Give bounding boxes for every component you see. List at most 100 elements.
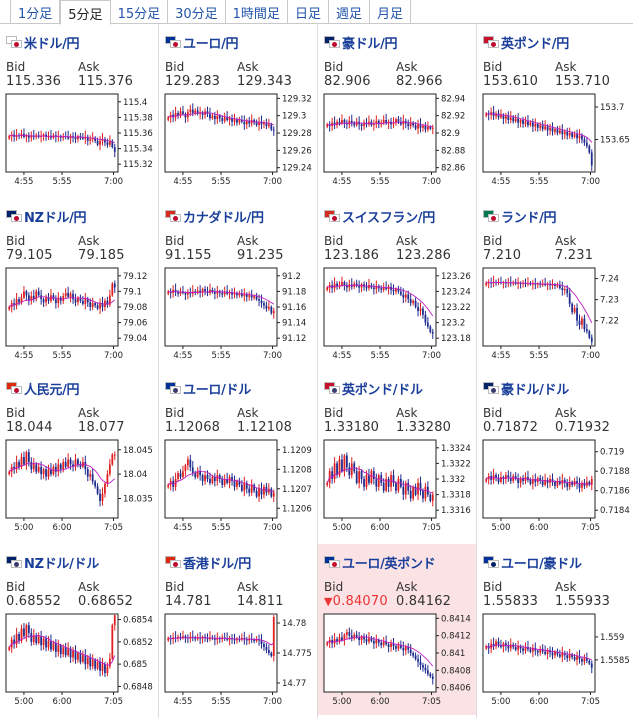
tab-4[interactable]: 30分足 <box>168 0 226 24</box>
moving-average-line <box>486 113 593 143</box>
currency-pair-link[interactable]: 豪ドル/円 <box>324 33 398 52</box>
pair-name[interactable]: 豪ドル/円 <box>342 36 398 52</box>
candle-body <box>576 308 578 321</box>
x-tick-label: 5:55 <box>211 177 230 187</box>
bid-value: 14.781 <box>165 594 212 609</box>
candle-body <box>204 475 206 481</box>
rate-panel[interactable]: 英ポンド/円 Bid Ask 153.610 153.710 153.7 153.65 4:5… <box>477 24 633 195</box>
pair-name[interactable]: 香港ドル/円 <box>183 556 251 572</box>
candle-body <box>588 481 591 485</box>
pair-name[interactable]: ユーロ/円 <box>183 36 239 52</box>
currency-pair-link[interactable]: ユーロ/豪ドル <box>483 553 582 572</box>
pair-name[interactable]: 英ポンド/ドル <box>342 382 423 398</box>
rate-panel[interactable]: 豪ドル/円 Bid Ask 82.906 82.966 82.94 82.92 82.9 82.… <box>318 24 476 195</box>
rate-panel[interactable]: カナダドル/円 Bid Ask 91.155 91.235 91.2 91.18 91.16 9… <box>159 198 317 369</box>
pair-name[interactable]: ユーロ/豪ドル <box>501 556 582 572</box>
currency-pair-link[interactable]: 香港ドル/円 <box>165 553 251 572</box>
pair-name[interactable]: 豪ドル/ドル <box>501 382 569 398</box>
x-tick-label: 7:00 <box>263 351 282 361</box>
candle-body <box>512 117 515 122</box>
candle-body <box>79 464 82 467</box>
pair-name[interactable]: 人民元/円 <box>24 382 80 398</box>
candle-body <box>91 303 94 307</box>
rate-panel[interactable]: 米ドル/円 Bid Ask 115.336 115.376 115.4 115.38 115.… <box>0 24 158 195</box>
currency-pair-link[interactable]: ユーロ/円 <box>165 33 239 52</box>
candle-body <box>566 289 569 294</box>
candle-body <box>345 455 348 468</box>
currency-pair-link[interactable]: カナダドル/円 <box>165 207 264 226</box>
candle-body <box>556 651 559 655</box>
candle-body <box>514 476 517 479</box>
pair-name[interactable]: ランド/円 <box>501 210 557 226</box>
currency-pair-link[interactable]: 英ポンド/円 <box>483 33 569 52</box>
candle-body <box>549 127 551 131</box>
rate-panel[interactable]: 人民元/円 Bid Ask 18.044 18.077 18.045 18.04 18.035… <box>0 370 158 541</box>
rate-panel[interactable]: NZドル/円 Bid Ask 79.105 79.185 79.12 79.1 79.08 79… <box>0 198 158 369</box>
rate-panel[interactable]: 豪ドル/ドル Bid Ask 0.71872 0.71932 0.719 0.7188 0.7… <box>477 370 633 541</box>
pair-name[interactable]: 英ポンド/円 <box>501 36 569 52</box>
currency-pair-link[interactable]: ランド/円 <box>483 207 557 226</box>
currency-pair-link[interactable]: ユーロ/英ポンド <box>324 553 436 572</box>
gb-us-flag-icon <box>324 382 340 394</box>
y-tick-label: 0.841 <box>441 649 465 659</box>
candle-body <box>419 308 422 311</box>
eu-au-flag-icon <box>483 556 499 568</box>
currency-pair-link[interactable]: 英ポンド/ドル <box>324 379 423 398</box>
candle-body <box>15 461 18 470</box>
tab-2[interactable]: 5分足 <box>60 0 111 25</box>
candle-body <box>581 318 583 325</box>
pair-name[interactable]: スイスフラン/円 <box>342 210 435 226</box>
pair-name[interactable]: ユーロ/英ポンド <box>342 556 436 572</box>
rate-panel[interactable]: スイスフラン/円 Bid Ask 123.186 123.286 123.26 123.24… <box>318 198 476 369</box>
currency-pair-link[interactable]: 人民元/円 <box>6 379 80 398</box>
tab-8[interactable]: 月足 <box>370 0 411 24</box>
ask-value: 7.231 <box>555 248 594 263</box>
candle-body <box>563 479 566 483</box>
currency-pair-link[interactable]: 米ドル/円 <box>6 33 80 52</box>
tab-1[interactable]: 1分足 <box>10 0 61 24</box>
candle-body <box>495 641 497 647</box>
currency-pair-link[interactable]: NZドル/円 <box>6 207 87 226</box>
candle-body <box>194 473 197 478</box>
bid-price: 115.336 <box>6 74 62 89</box>
candle-body <box>500 477 502 482</box>
candle-body <box>35 291 38 300</box>
tab-7[interactable]: 週足 <box>329 0 370 24</box>
rate-panel[interactable]: NZドル/ドル Bid Ask 0.68552 0.68652 0.6854 0.6852 0… <box>0 544 158 715</box>
tab-3[interactable]: 15分足 <box>111 0 169 24</box>
candle-body <box>84 299 87 304</box>
rate-panel[interactable]: ユーロ/英ポンド Bid Ask ▼0.84070 0.84162 0.8414 0.841… <box>318 544 476 715</box>
candle-body <box>392 289 395 292</box>
ask-label: Ask <box>396 60 418 74</box>
y-tick-label: 0.685 <box>123 660 147 670</box>
rate-panel[interactable]: 英ポンド/ドル Bid Ask 1.33180 1.33280 1.3324 1.3322 1… <box>318 370 476 541</box>
rate-panel[interactable]: ユーロ/円 Bid Ask 129.283 129.343 129.32 129.3 129.… <box>159 24 317 195</box>
candle-body <box>108 140 111 145</box>
tab-5[interactable]: 1時間足 <box>226 0 288 24</box>
candle-body <box>363 122 365 127</box>
candle-body <box>8 307 11 310</box>
pair-name[interactable]: カナダドル/円 <box>183 210 264 226</box>
bid-label: Bid <box>483 406 503 420</box>
candle-body <box>571 481 574 485</box>
pair-name[interactable]: NZドル/円 <box>24 210 87 226</box>
pair-name[interactable]: NZドル/ドル <box>24 556 99 572</box>
candle-body <box>561 130 564 135</box>
candle-body <box>15 634 18 645</box>
x-tick-label: 5:55 <box>211 697 230 707</box>
candle-body <box>50 640 52 650</box>
rate-panel[interactable]: ユーロ/ドル Bid Ask 1.12068 1.12108 1.1209 1.1208 1.… <box>159 370 317 541</box>
currency-pair-link[interactable]: ユーロ/ドル <box>165 379 251 398</box>
rate-panel[interactable]: 香港ドル/円 Bid Ask 14.781 14.811 14.78 14.775 14.77… <box>159 544 317 715</box>
currency-pair-link[interactable]: 豪ドル/ドル <box>483 379 569 398</box>
pair-name[interactable]: 米ドル/円 <box>24 36 80 52</box>
rate-panel[interactable]: ランド/円 Bid Ask 7.210 7.231 7.24 7.23 7.22 4:55 5:5… <box>477 198 633 369</box>
pair-name[interactable]: ユーロ/ドル <box>183 382 251 398</box>
currency-pair-link[interactable]: スイスフラン/円 <box>324 207 435 226</box>
currency-pair-link[interactable]: NZドル/ドル <box>6 553 99 572</box>
candle-body <box>519 646 522 649</box>
candle-body <box>40 636 43 646</box>
rate-panel[interactable]: ユーロ/豪ドル Bid Ask 1.55833 1.55933 1.559 1.5585 5:… <box>477 544 633 715</box>
au-jp-flag-icon <box>324 36 340 48</box>
tab-6[interactable]: 日足 <box>288 0 329 24</box>
